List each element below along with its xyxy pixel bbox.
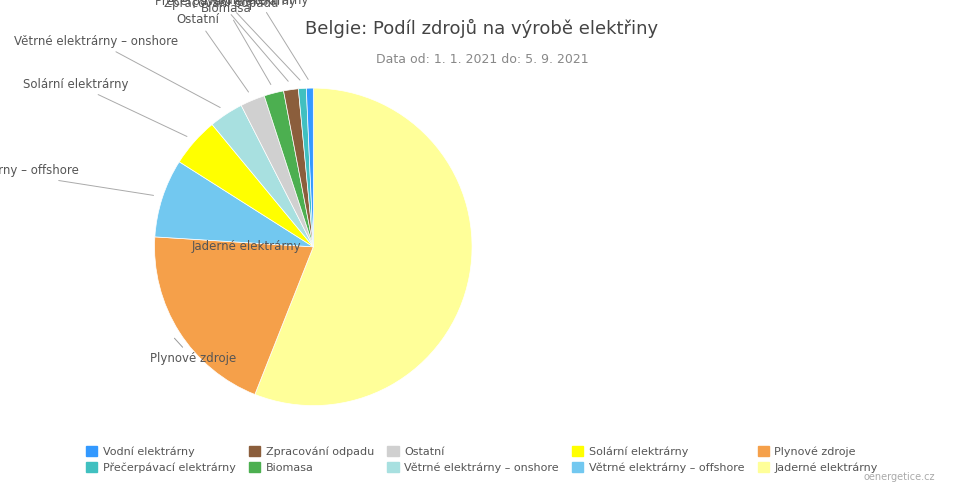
Wedge shape [154,237,313,394]
Text: Ostatní: Ostatní [176,13,249,92]
Text: Přečerpávací elektrárny: Přečerpávací elektrárny [155,0,300,80]
Text: Vodní elektrárny: Vodní elektrárny [210,0,308,79]
Wedge shape [299,88,313,247]
Text: Větrné elektrárny – onshore: Větrné elektrárny – onshore [14,35,220,107]
Text: Belgie: Podíl zdrojů na výrobě elektřiny: Belgie: Podíl zdrojů na výrobě elektřiny [306,19,658,38]
Wedge shape [254,88,472,406]
Text: oenergetice.cz: oenergetice.cz [864,471,935,482]
Text: Solární elektrárny: Solární elektrárny [23,77,187,136]
Text: Zpracování odpadu: Zpracování odpadu [164,0,288,81]
Legend: Vodní elektrárny, Přečerpávací elektrárny, Zpracování odpadu, Biomasa, Ostatní, : Vodní elektrárny, Přečerpávací elektrárn… [81,440,883,479]
Text: Data od: 1. 1. 2021 do: 5. 9. 2021: Data od: 1. 1. 2021 do: 5. 9. 2021 [376,53,588,66]
Wedge shape [241,96,313,247]
Text: Plynové zdroje: Plynové zdroje [149,338,236,365]
Wedge shape [264,91,313,247]
Text: Biomasa: Biomasa [201,2,271,85]
Wedge shape [307,88,313,247]
Wedge shape [283,89,313,247]
Text: Větrné elektrárny – offshore: Větrné elektrárny – offshore [0,164,153,196]
Wedge shape [155,162,313,247]
Wedge shape [212,106,313,247]
Wedge shape [179,124,313,247]
Text: Jaderné elektrárny: Jaderné elektrárny [192,241,302,253]
